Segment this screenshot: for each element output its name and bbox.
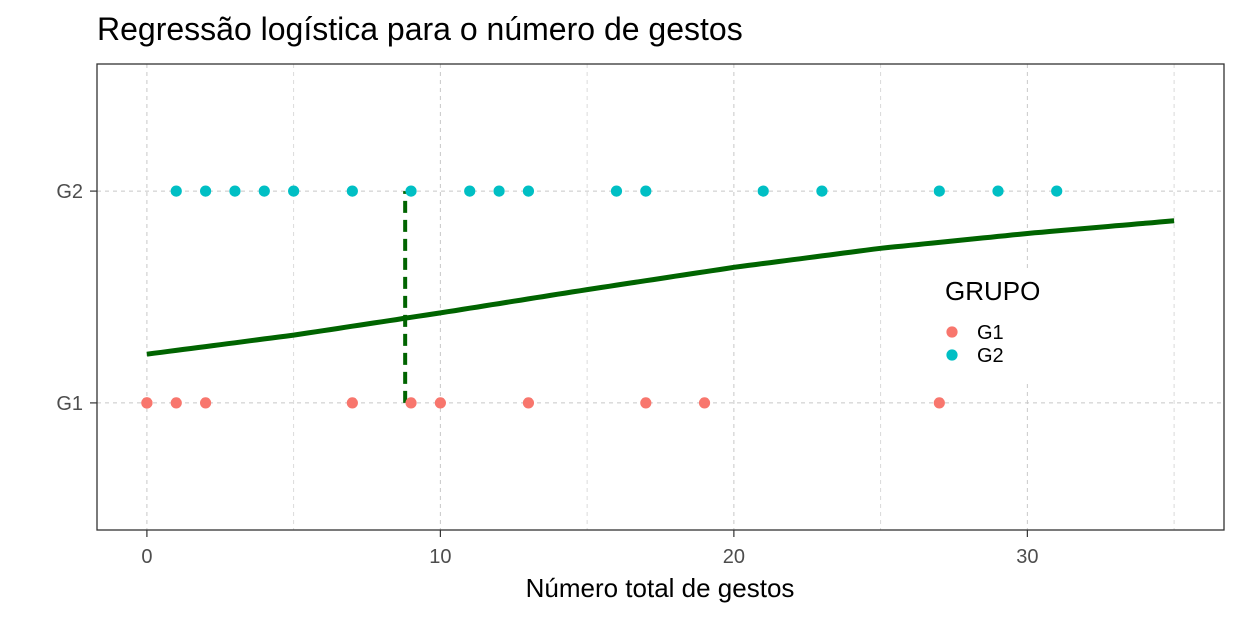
data-point-g1: [698, 397, 711, 409]
data-point-g1: [434, 397, 446, 409]
y-tick-label-g1: G1: [56, 393, 83, 415]
data-point-g1: [141, 397, 153, 409]
data-point-g1: [640, 397, 652, 409]
data-point-g2: [610, 185, 623, 197]
data-point-g2: [757, 185, 769, 197]
data-point-g2: [346, 185, 358, 197]
data-point-g2: [258, 185, 270, 197]
data-point-g2: [992, 185, 1004, 197]
data-point-g2: [816, 185, 828, 197]
data-point-g1: [522, 397, 535, 409]
x-axis-title: Número total de gestos: [526, 573, 795, 603]
data-point-g2: [522, 185, 535, 197]
plot-panel-border: [96, 63, 1225, 531]
chart-title: Regressão logística para o número de ges…: [97, 11, 743, 47]
legend-title: GRUPO: [945, 276, 1040, 306]
legend-label-g1: G1: [977, 322, 1004, 344]
data-point-g1: [346, 397, 358, 409]
legend-label-g2: G2: [977, 345, 1004, 367]
x-tick-label: 0: [141, 546, 152, 568]
data-point-g2: [640, 185, 652, 197]
data-point-g1: [170, 397, 182, 409]
data-point-g2: [933, 185, 945, 197]
legend-key-g1: [946, 326, 958, 338]
data-point-g2: [493, 185, 505, 197]
data-point-g1: [405, 397, 417, 409]
data-point-g2: [288, 185, 300, 197]
data-point-g2: [229, 185, 241, 197]
legend-background: [936, 270, 1060, 380]
fitted-logistic-curve: [146, 218, 1175, 357]
legend-key-g2: [946, 349, 958, 361]
data-point-g1: [933, 397, 945, 409]
data-point-g2: [1051, 185, 1063, 197]
data-point-g1: [199, 397, 212, 409]
data-point-g2: [199, 185, 212, 197]
data-layer: [141, 185, 1175, 409]
data-point-g2: [464, 185, 476, 197]
x-tick-label: 10: [429, 546, 451, 568]
y-tick-label-g2: G2: [56, 181, 83, 203]
data-point-g2: [170, 185, 182, 197]
x-tick-label: 20: [723, 546, 745, 568]
data-point-g2: [405, 185, 417, 197]
x-tick-label: 30: [1016, 546, 1038, 568]
